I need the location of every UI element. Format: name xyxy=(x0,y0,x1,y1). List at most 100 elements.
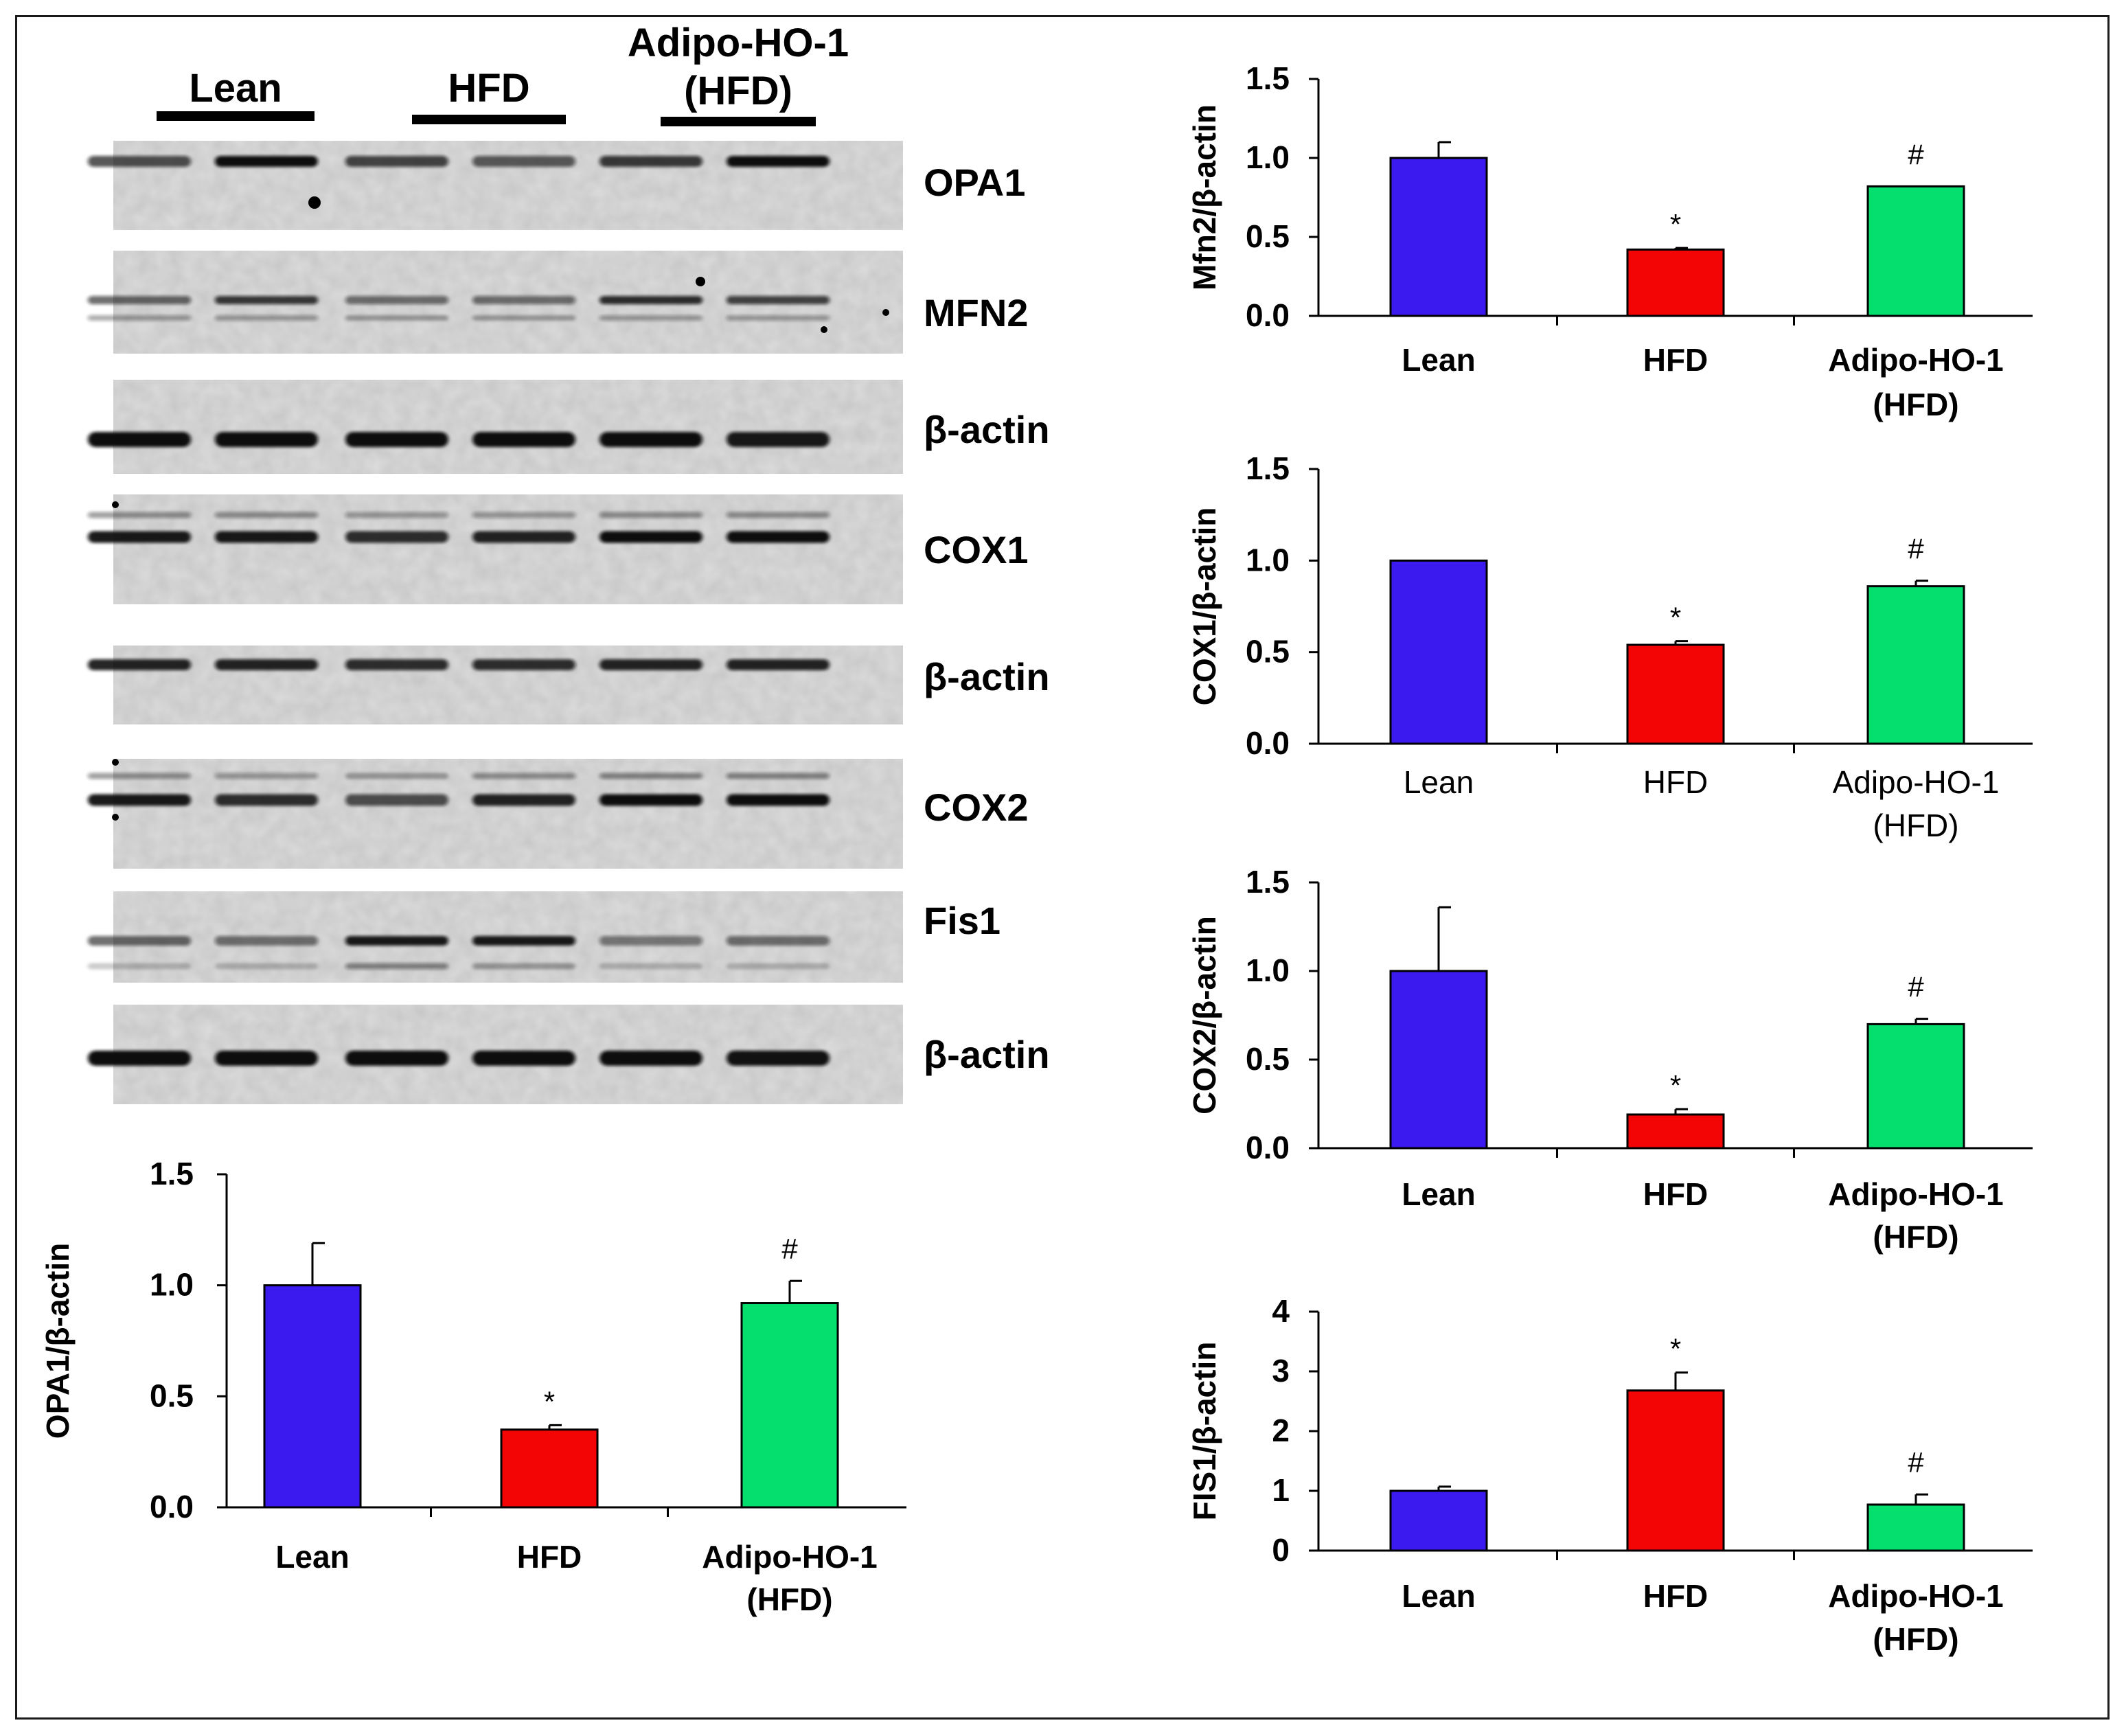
blot-band xyxy=(727,794,830,806)
blot-band xyxy=(345,156,448,167)
cox1-bar-1 xyxy=(1626,643,1725,745)
blot-band-label: Fis1 xyxy=(924,899,1001,942)
blot-band xyxy=(727,315,830,321)
opa1-annotation-2: # xyxy=(781,1233,798,1265)
blot-band-label: MFN2 xyxy=(924,291,1028,334)
opa1-bar-0 xyxy=(263,1284,362,1509)
blot-band xyxy=(88,512,191,518)
blot-band xyxy=(345,963,448,970)
fis1-category-label: (HFD) xyxy=(1873,1621,1958,1657)
blot-band xyxy=(88,794,191,806)
blot-band xyxy=(472,936,575,946)
blot-band xyxy=(215,659,318,670)
mfn2-chart: 0.0 0.5 1.0 1.5 Lean * HFD # Adipo-HO-1 (HFD) Mfn2… xyxy=(1187,60,2033,422)
fis1-y-axis-label: FIS1/β-actin xyxy=(1187,1342,1222,1521)
blot-band xyxy=(472,156,575,167)
opa1-y-tick-label: 1.0 xyxy=(150,1267,194,1303)
blot-band xyxy=(472,1051,575,1066)
cox2-chart: 0.0 0.5 1.0 1.5 Lean * HFD # Adipo-HO-1 (HFD) COX2… xyxy=(1187,864,2033,1255)
fis1-category-label: Adipo-HO-1 xyxy=(1828,1578,2004,1614)
cox1-bar-0 xyxy=(1389,559,1488,745)
blot-group-label-adipo: Adipo-HO-1 xyxy=(628,21,849,65)
blot-band xyxy=(599,794,702,806)
mfn2-y-tick-label: 0.0 xyxy=(1246,297,1290,333)
opa1-y-tick-label: 1.5 xyxy=(150,1156,194,1191)
cox2-category-label: Lean xyxy=(1402,1176,1475,1212)
blot-speck xyxy=(112,501,119,508)
blot-band xyxy=(599,315,702,321)
blot-band xyxy=(727,156,830,167)
blot-band xyxy=(345,296,448,304)
blot-band xyxy=(599,659,702,670)
cox2-y-axis-label: COX2/β-actin xyxy=(1187,916,1222,1115)
blot-band xyxy=(599,296,702,304)
blot-band xyxy=(599,531,702,543)
mfn2-annotation-1: * xyxy=(1670,208,1681,240)
opa1-annotation-1: * xyxy=(544,1385,555,1417)
blot-band xyxy=(727,659,830,670)
blot-strip-4: COX1 xyxy=(88,494,1029,604)
blot-band xyxy=(215,512,318,518)
cox2-y-tick-label: 1.5 xyxy=(1246,864,1290,900)
blot-speck xyxy=(112,759,119,766)
cox1-category-label: (HFD) xyxy=(1873,808,1958,843)
blot-band xyxy=(88,296,191,304)
cox1-annotation-1: * xyxy=(1670,602,1681,634)
blot-band-label: OPA1 xyxy=(924,161,1025,204)
western-blot-panel: Lean HFD Adipo-HO-1(HFD) OPA1 MFN2 β-actin CO… xyxy=(88,21,1050,1104)
opa1-category-label: (HFD) xyxy=(746,1581,832,1617)
fis1-y-tick-label: 0 xyxy=(1272,1532,1290,1568)
cox2-y-tick-label: 0.5 xyxy=(1246,1041,1290,1077)
opa1-bar-1 xyxy=(500,1428,599,1509)
blot-strip-8: β-actin xyxy=(88,1005,1050,1104)
blot-band xyxy=(88,315,191,321)
cox1-category-label: Adipo-HO-1 xyxy=(1833,764,2000,800)
cox2-category-label: Adipo-HO-1 xyxy=(1828,1176,2004,1212)
opa1-y-axis-label: OPA1/β-actin xyxy=(40,1243,76,1439)
blot-band xyxy=(88,1051,191,1066)
fis1-annotation-2: # xyxy=(1908,1446,1924,1478)
blot-band xyxy=(472,296,575,304)
cox1-category-label: HFD xyxy=(1643,764,1708,800)
blot-group-line-hfd xyxy=(412,115,566,124)
blot-band xyxy=(472,512,575,518)
cox1-chart: 0.0 0.5 1.0 1.5 Lean * HFD # Adipo-HO-1 (HFD) COX1… xyxy=(1187,450,2033,843)
fis1-category-label: Lean xyxy=(1402,1578,1475,1614)
blot-band xyxy=(727,773,830,779)
blot-band xyxy=(215,432,318,447)
blot-band xyxy=(215,963,318,970)
blot-strip-6: COX2 xyxy=(88,759,1029,869)
opa1-chart: 0.0 0.5 1.0 1.5 Lean * HFD # Adipo-HO-1 (HFD) OPA1… xyxy=(40,1156,906,1617)
blot-band xyxy=(599,773,702,779)
mfn2-y-axis-label: Mfn2/β-actin xyxy=(1187,104,1222,290)
blot-band xyxy=(345,531,448,543)
blot-band xyxy=(599,432,702,447)
cox2-category-label: HFD xyxy=(1643,1176,1708,1212)
fis1-bar-2 xyxy=(1866,1503,1965,1552)
mfn2-category-label: Lean xyxy=(1402,342,1475,378)
fis1-y-tick-label: 2 xyxy=(1272,1413,1290,1448)
blot-band xyxy=(215,773,318,779)
opa1-bar-2 xyxy=(740,1302,839,1509)
blot-band xyxy=(599,936,702,946)
blot-band xyxy=(215,315,318,321)
blot-band xyxy=(88,432,191,447)
blot-band xyxy=(215,156,318,167)
blot-band xyxy=(727,296,830,304)
blot-band-label: COX1 xyxy=(924,528,1029,571)
blot-band xyxy=(599,512,702,518)
blot-band xyxy=(345,432,448,447)
blot-speck xyxy=(882,309,889,316)
blot-band-label: β-actin xyxy=(924,655,1050,698)
blot-band xyxy=(727,963,830,970)
blot-band xyxy=(88,531,191,543)
blot-band xyxy=(88,773,191,779)
cox2-bar-1 xyxy=(1626,1113,1725,1150)
blot-band xyxy=(472,531,575,543)
opa1-category-label: Adipo-HO-1 xyxy=(702,1539,878,1575)
mfn2-bar-1 xyxy=(1626,248,1725,317)
opa1-category-label: Lean xyxy=(275,1539,349,1575)
mfn2-category-label: HFD xyxy=(1643,342,1708,378)
mfn2-y-tick-label: 0.5 xyxy=(1246,218,1290,254)
cox1-bar-2 xyxy=(1866,585,1965,745)
